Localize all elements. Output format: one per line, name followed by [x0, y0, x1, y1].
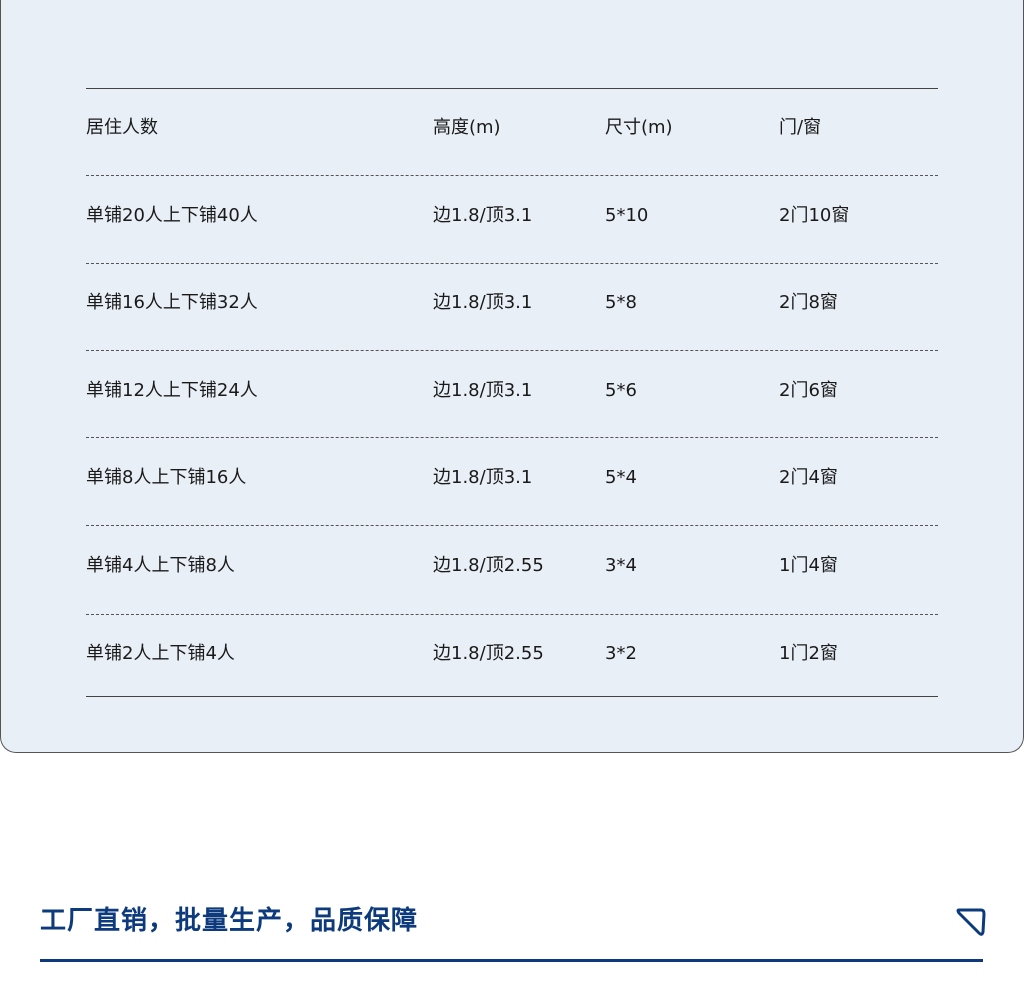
table-header-cell: 高度(m): [433, 117, 501, 138]
table-cell: 单铺12人上下铺24人: [86, 380, 258, 401]
table-cell: 边1.8/顶3.1: [433, 467, 533, 488]
row-divider: [86, 175, 938, 176]
table-cell: 2门6窗: [779, 380, 838, 401]
spec-table-card: [0, 0, 1024, 753]
table-cell: 2门4窗: [779, 467, 838, 488]
row-divider: [86, 614, 938, 615]
table-cell: 边1.8/顶3.1: [433, 205, 533, 226]
table-header-cell: 尺寸(m): [605, 117, 673, 138]
triangle-marker-icon: [956, 908, 986, 936]
table-cell: 边1.8/顶3.1: [433, 292, 533, 313]
table-cell: 5*10: [605, 205, 649, 226]
section-underline: [40, 959, 983, 962]
row-divider: [86, 350, 938, 351]
table-top-border: [86, 88, 938, 89]
table-cell: 单铺8人上下铺16人: [86, 467, 247, 488]
table-header-cell: 居住人数: [86, 117, 158, 138]
row-divider: [86, 263, 938, 264]
table-cell: 5*4: [605, 467, 637, 488]
table-cell: 1门2窗: [779, 643, 838, 664]
table-cell: 边1.8/顶3.1: [433, 380, 533, 401]
table-cell: 单铺2人上下铺4人: [86, 643, 235, 664]
table-cell: 1门4窗: [779, 555, 838, 576]
table-cell: 2门10窗: [779, 205, 850, 226]
section-title: 工厂直销，批量生产，品质保障: [40, 906, 419, 936]
table-cell: 单铺16人上下铺32人: [86, 292, 258, 313]
table-bottom-border: [86, 696, 938, 697]
row-divider: [86, 525, 938, 526]
table-cell: 边1.8/顶2.55: [433, 555, 544, 576]
table-cell: 2门8窗: [779, 292, 838, 313]
table-cell: 边1.8/顶2.55: [433, 643, 544, 664]
row-divider: [86, 437, 938, 438]
table-header-cell: 门/窗: [779, 117, 822, 138]
table-cell: 3*2: [605, 643, 637, 664]
table-cell: 5*8: [605, 292, 637, 313]
table-cell: 单铺20人上下铺40人: [86, 205, 258, 226]
table-cell: 3*4: [605, 555, 637, 576]
table-cell: 5*6: [605, 380, 637, 401]
table-cell: 单铺4人上下铺8人: [86, 555, 235, 576]
